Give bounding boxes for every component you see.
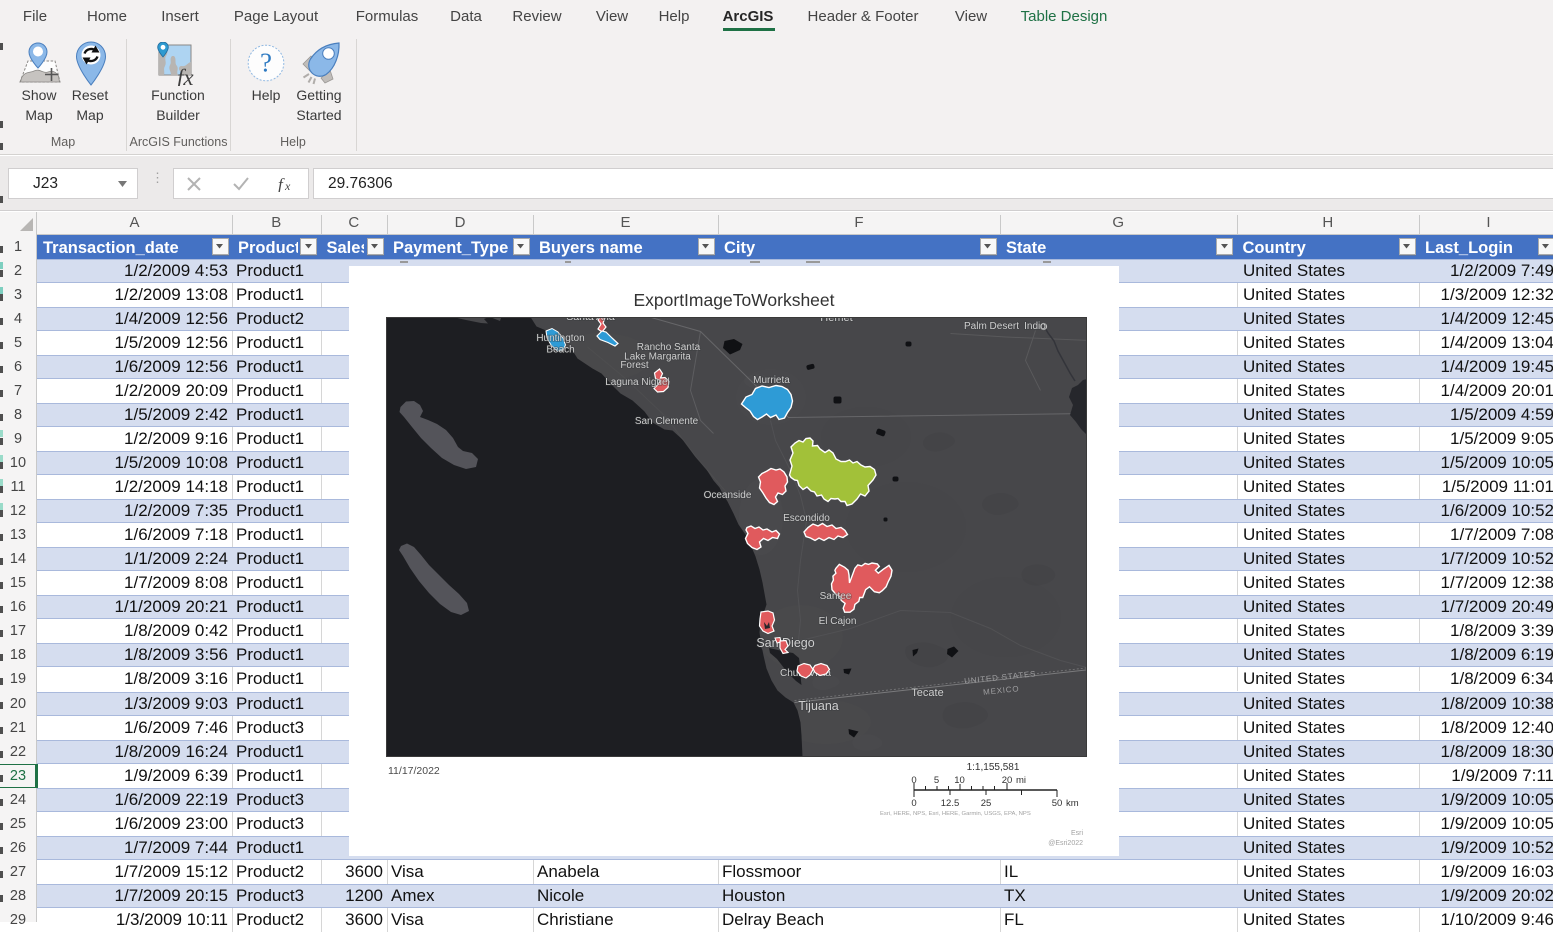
svg-text:x: x (284, 179, 291, 192)
svg-text:f: f (278, 176, 285, 192)
svg-text:Forest: Forest (620, 360, 649, 371)
svg-text:Santee: Santee (819, 591, 851, 602)
svg-text:Oceanside: Oceanside (703, 490, 751, 501)
svg-text:Beach: Beach (546, 344, 574, 355)
svg-text:Escondido: Escondido (783, 513, 830, 524)
svg-text:fx: fx (177, 65, 194, 86)
svg-text:Murrieta: Murrieta (753, 375, 790, 386)
svg-text:Lake Margarita: Lake Margarita (624, 351, 691, 362)
svg-text:?: ? (260, 48, 272, 78)
svg-text:Huntington: Huntington (536, 333, 584, 344)
svg-text:Tecate: Tecate (911, 687, 943, 699)
svg-text:San Clemente: San Clemente (634, 416, 698, 427)
svg-text:Tijuana: Tijuana (798, 699, 839, 713)
svg-text:MEXICO: MEXICO (982, 684, 1019, 697)
svg-text:Laguna Niguel: Laguna Niguel (605, 377, 670, 388)
svg-text:Palm Desert: Palm Desert (963, 321, 1018, 332)
svg-text:Rancho Santa: Rancho Santa (636, 342, 700, 353)
svg-text:Hemet: Hemet (820, 317, 852, 324)
svg-text:Indio: Indio (1024, 321, 1046, 332)
svg-text:Santa Ana: Santa Ana (566, 317, 615, 323)
svg-text:El Cajon: El Cajon (818, 616, 856, 627)
